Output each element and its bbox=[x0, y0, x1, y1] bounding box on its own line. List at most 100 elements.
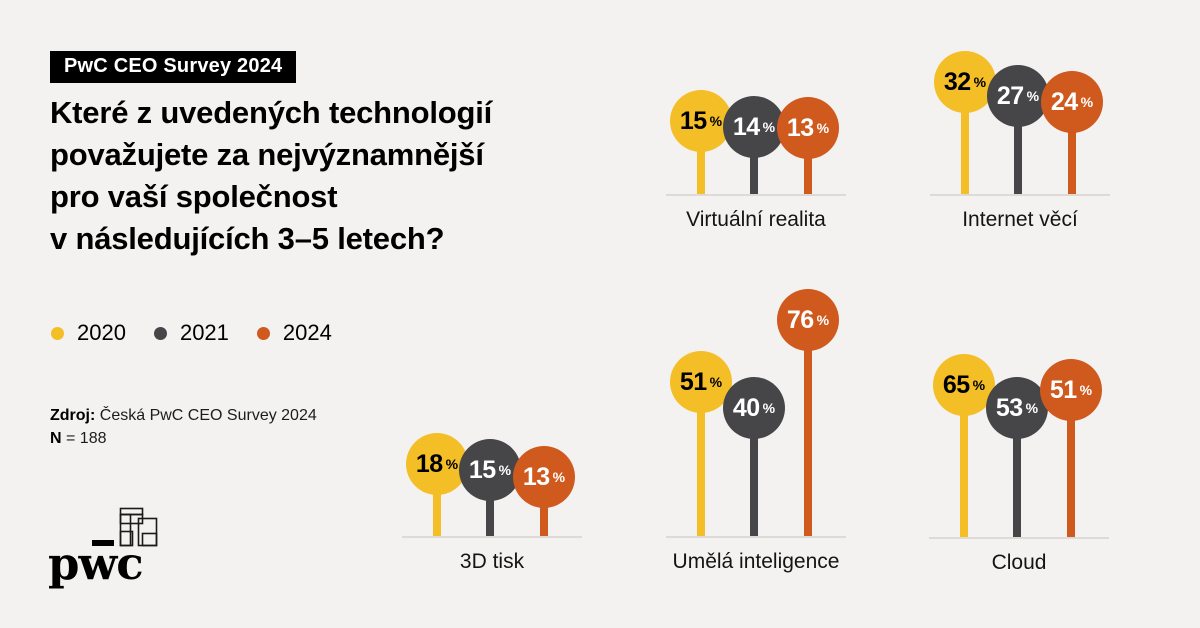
chart-baseline bbox=[402, 536, 582, 538]
value-number: 53 bbox=[995, 393, 1023, 422]
percent-sign: % bbox=[445, 456, 459, 472]
lollipop-stick bbox=[1014, 94, 1022, 194]
percent-sign: % bbox=[552, 469, 566, 485]
chart-group: 18% 15% 13% 3D tisk bbox=[402, 431, 582, 573]
value-number: 13 bbox=[786, 113, 814, 142]
lollipop-bubble: 14% bbox=[723, 96, 785, 158]
legend-label-2020: 2020 bbox=[77, 320, 126, 345]
legend-label-2021: 2021 bbox=[179, 320, 229, 345]
lollipop-bubble: 15% bbox=[670, 90, 732, 152]
sample-size-label: N bbox=[50, 430, 62, 447]
lollipop-bubble: 53% bbox=[986, 377, 1048, 439]
lollipop-stick bbox=[804, 126, 812, 194]
title-line-1: Které z uvedených technologií bbox=[50, 95, 493, 130]
legend-dot-2020-icon bbox=[51, 326, 64, 340]
source-line: Zdroj: Česká PwC CEO Survey 2024 bbox=[50, 404, 317, 427]
percent-sign: % bbox=[1079, 382, 1093, 398]
source-label: Zdroj: bbox=[50, 407, 96, 424]
value-number: 13 bbox=[522, 462, 550, 491]
lollipop-stick bbox=[961, 80, 969, 194]
source-value: Česká PwC CEO Survey 2024 bbox=[95, 407, 317, 424]
lollipop-stick bbox=[486, 468, 494, 536]
value-number: 40 bbox=[732, 393, 760, 422]
chart-group: 15% 14% 13% Virtuální realita bbox=[666, 88, 846, 231]
value-number: 32 bbox=[943, 67, 971, 96]
title-line-3: pro vaší společnost bbox=[50, 179, 338, 214]
lollipop-bubble: 24% bbox=[1041, 71, 1103, 133]
lollipop-stick bbox=[1068, 100, 1076, 194]
value-number: 51 bbox=[1049, 375, 1077, 404]
legend-dot-2021-icon bbox=[153, 326, 167, 340]
survey-badge: PwC CEO Survey 2024 bbox=[50, 51, 297, 83]
pwc-wordmark: pwc bbox=[48, 537, 144, 590]
chart-label: 3D tisk bbox=[459, 550, 525, 573]
value-number: 15 bbox=[468, 455, 496, 484]
chart-group: 32% 27% 24% Internet věcí bbox=[930, 49, 1110, 231]
lollipop-bubble: 65% bbox=[933, 354, 995, 416]
chart-baseline bbox=[929, 537, 1109, 539]
sample-size-value: = 188 bbox=[61, 430, 107, 447]
percent-sign: % bbox=[709, 113, 723, 129]
lollipop-bubble: 76% bbox=[777, 289, 839, 351]
legend-label-2024: 2024 bbox=[282, 320, 332, 345]
value-number: 27 bbox=[996, 81, 1024, 110]
percent-sign: % bbox=[816, 312, 830, 328]
lollipop-bubble: 40% bbox=[723, 377, 785, 439]
percent-sign: % bbox=[762, 119, 776, 135]
value-number: 51 bbox=[679, 367, 707, 396]
percent-sign: % bbox=[762, 400, 776, 416]
legend-dot-2024-icon bbox=[256, 326, 270, 340]
legend-item-2020: 2020 bbox=[51, 320, 126, 346]
title-line-4: v následujících 3–5 letech? bbox=[50, 221, 445, 256]
lollipop-stick bbox=[1013, 406, 1021, 537]
chart-label: Virtuální realita bbox=[686, 208, 826, 231]
sample-size-line: N = 188 bbox=[50, 427, 317, 450]
value-number: 24 bbox=[1050, 87, 1078, 116]
lollipop-stick bbox=[750, 125, 758, 194]
title-line-2: považujete za nejvýznamnější bbox=[50, 137, 484, 172]
percent-sign: % bbox=[972, 377, 986, 393]
chart-label: Cloud bbox=[991, 551, 1047, 574]
lollipop-bubble: 51% bbox=[1040, 359, 1102, 421]
legend-item-2021: 2021 bbox=[153, 320, 229, 346]
page-title: Které z uvedených technologií považujete… bbox=[50, 92, 492, 260]
chart-group: 65% 53% 51% Cloud bbox=[929, 352, 1109, 574]
lollipop-bubble: 13% bbox=[777, 97, 839, 159]
value-number: 65 bbox=[942, 370, 970, 399]
value-number: 15 bbox=[679, 106, 707, 135]
legend-item-2024: 2024 bbox=[256, 320, 332, 346]
lollipop-stick bbox=[1067, 388, 1075, 537]
lollipop-stick bbox=[750, 406, 758, 536]
chart-group: 51% 40% 76% Umělá inteligence bbox=[666, 287, 846, 573]
value-number: 76 bbox=[786, 305, 814, 334]
percent-sign: % bbox=[973, 74, 987, 90]
percent-sign: % bbox=[1080, 94, 1094, 110]
lollipop-stick bbox=[697, 119, 705, 194]
chart-baseline bbox=[930, 194, 1110, 196]
percent-sign: % bbox=[498, 462, 512, 478]
lollipop-stick bbox=[697, 380, 705, 536]
chart-label: Internet věcí bbox=[962, 208, 1078, 231]
source-note: Zdroj: Česká PwC CEO Survey 2024 N = 188 bbox=[50, 404, 317, 450]
lollipop-bubble: 15% bbox=[459, 439, 521, 501]
lollipop-bubble: 32% bbox=[934, 51, 996, 113]
lollipop-bubble: 27% bbox=[987, 65, 1049, 127]
lollipop-bubble: 18% bbox=[406, 433, 468, 495]
chart-baseline bbox=[666, 536, 846, 538]
chart-baseline bbox=[666, 194, 846, 196]
lollipop-bubble: 51% bbox=[670, 351, 732, 413]
percent-sign: % bbox=[1025, 400, 1039, 416]
percent-sign: % bbox=[1026, 88, 1040, 104]
legend: 2020 2021 2024 bbox=[51, 320, 332, 346]
value-number: 18 bbox=[415, 449, 443, 478]
chart-label: Umělá inteligence bbox=[672, 550, 840, 573]
lollipop-stick bbox=[433, 462, 441, 536]
pwc-logo-mark-icon bbox=[92, 507, 158, 547]
lollipop-stick bbox=[804, 318, 812, 536]
percent-sign: % bbox=[709, 374, 723, 390]
value-number: 14 bbox=[732, 112, 760, 141]
lollipop-stick bbox=[960, 383, 968, 537]
lollipop-bubble: 13% bbox=[513, 446, 575, 508]
